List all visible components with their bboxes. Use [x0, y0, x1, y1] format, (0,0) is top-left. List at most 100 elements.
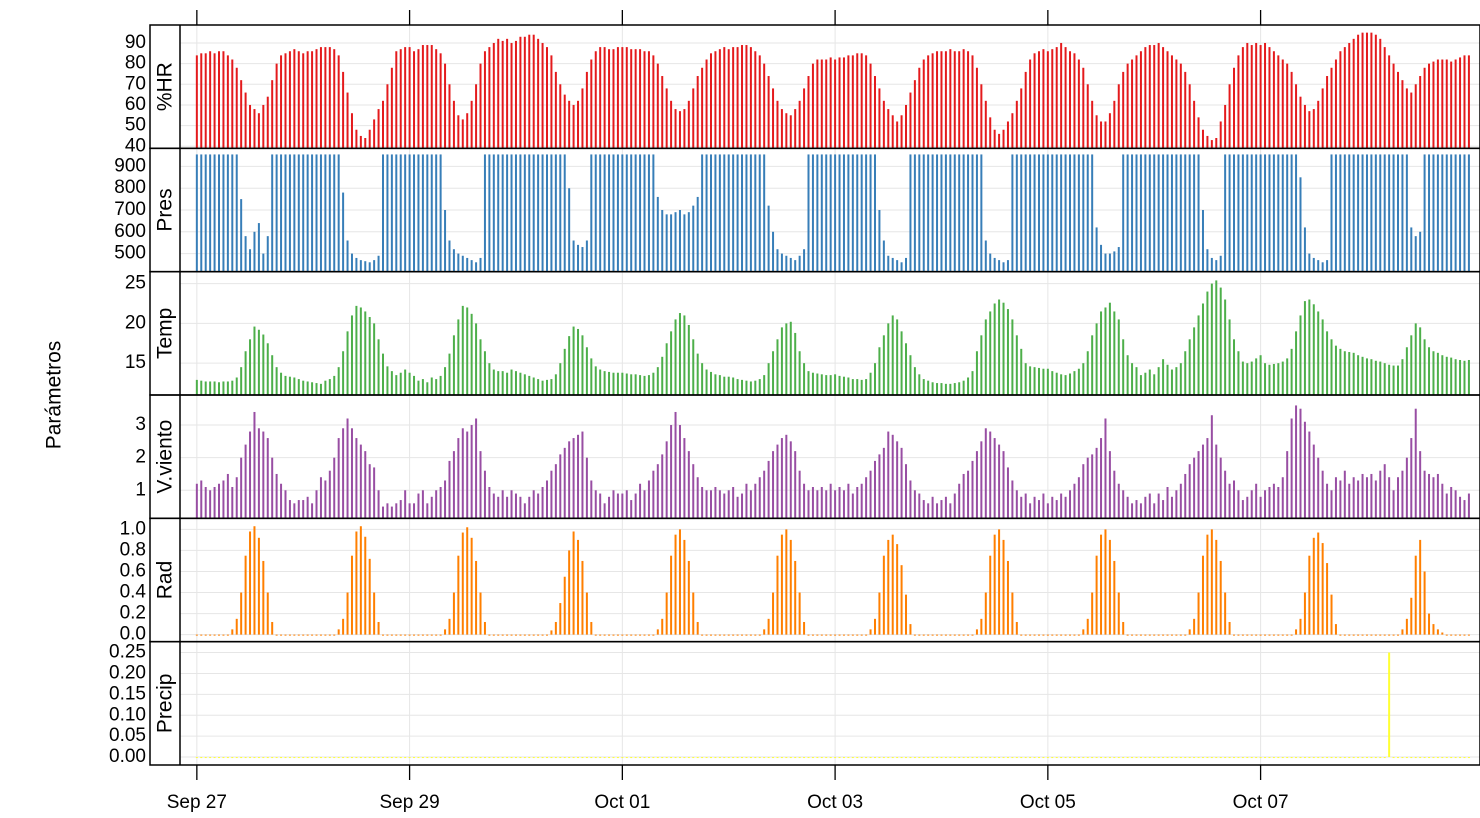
bar: [678, 313, 681, 395]
bar: [1184, 71, 1187, 149]
bar: [873, 618, 876, 635]
bar: [466, 431, 469, 519]
bar: [297, 51, 300, 149]
bar: [523, 374, 526, 395]
bar: [896, 441, 899, 519]
bar: [1374, 34, 1377, 149]
bar: [913, 634, 916, 636]
bar: [1020, 88, 1023, 149]
bar: [470, 100, 473, 149]
bar: [767, 618, 770, 635]
bar: [1357, 154, 1360, 272]
bar: [1024, 363, 1027, 395]
bar: [1436, 473, 1439, 519]
bar: [816, 373, 819, 395]
bar: [1091, 592, 1094, 635]
bar: [590, 621, 593, 635]
bar: [661, 76, 664, 149]
bar: [745, 45, 748, 149]
bar: [701, 634, 704, 636]
bar: [656, 367, 659, 395]
panel-frame: [149, 270, 1480, 396]
bar: [940, 154, 943, 272]
bar: [860, 154, 863, 272]
bar: [612, 49, 615, 149]
bar: [971, 460, 974, 519]
bar: [1170, 369, 1173, 395]
bar: [678, 757, 681, 759]
bar: [550, 470, 553, 519]
bar: [798, 255, 801, 272]
bar: [1467, 359, 1470, 395]
bar: [949, 757, 952, 759]
bar: [1295, 629, 1298, 635]
bar: [900, 331, 903, 395]
bar: [594, 51, 597, 149]
bar: [364, 261, 367, 272]
bar: [1051, 49, 1054, 149]
bar: [1428, 613, 1431, 635]
bar: [1392, 634, 1395, 636]
bar: [829, 634, 832, 636]
bar: [1166, 757, 1169, 759]
bar: [741, 493, 744, 519]
bar: [1166, 154, 1169, 272]
bar: [297, 379, 300, 395]
bar: [647, 51, 650, 149]
bar: [359, 526, 362, 635]
bar: [661, 454, 664, 519]
bar: [949, 154, 952, 272]
bar: [532, 490, 535, 519]
bar: [1206, 291, 1209, 395]
x-tick-label: Sep 29: [379, 792, 439, 813]
bar: [825, 490, 828, 519]
bar: [772, 88, 775, 149]
bar: [1241, 757, 1244, 759]
bar: [492, 369, 495, 395]
bar: [936, 503, 939, 519]
bar: [634, 634, 637, 636]
bar: [235, 377, 238, 395]
bar: [621, 634, 624, 636]
bar: [501, 634, 504, 636]
bar: [1246, 363, 1249, 395]
bar: [240, 592, 243, 635]
bar: [1428, 154, 1431, 272]
bar: [953, 383, 956, 395]
bar: [1153, 154, 1156, 272]
bar: [1454, 59, 1457, 149]
bar: [1131, 503, 1134, 519]
bar: [222, 381, 225, 395]
bar: [479, 451, 482, 519]
bar: [745, 154, 748, 272]
bar: [568, 188, 571, 272]
bar: [1326, 76, 1329, 149]
bar: [1055, 634, 1058, 636]
bar: [807, 371, 810, 395]
bar: [794, 260, 797, 272]
bar: [448, 618, 451, 635]
bar: [537, 154, 540, 272]
bar: [599, 493, 602, 519]
bar: [1073, 757, 1076, 759]
bar: [435, 379, 438, 395]
x-tick-label: Oct 07: [1233, 792, 1289, 813]
bar: [195, 483, 198, 519]
bar: [905, 594, 908, 635]
bar: [993, 129, 996, 149]
bar: [856, 487, 859, 519]
bar: [1308, 253, 1311, 272]
bar: [980, 154, 983, 272]
bar: [1042, 634, 1045, 636]
bar: [1139, 51, 1142, 149]
bar: [435, 634, 438, 636]
bar: [1255, 358, 1258, 395]
bar: [280, 634, 283, 636]
bar: [701, 757, 704, 759]
bar: [913, 367, 916, 395]
bar: [355, 757, 358, 759]
bar: [1388, 364, 1391, 395]
bar: [373, 323, 376, 395]
bar: [674, 319, 677, 395]
bar: [271, 757, 274, 759]
